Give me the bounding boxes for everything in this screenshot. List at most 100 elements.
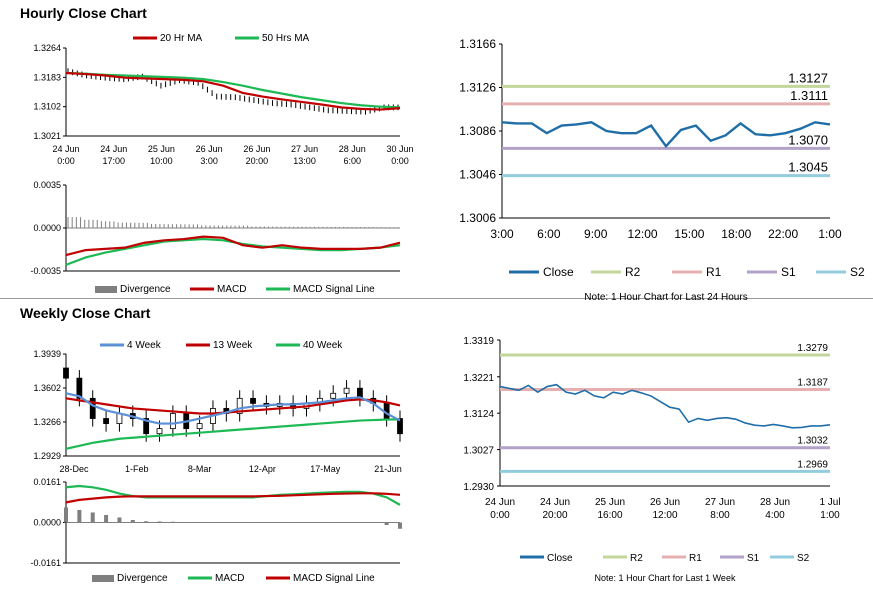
weekly-divergence-bar: [170, 521, 175, 523]
weekly-price-ytick-label: 1.2929: [33, 451, 61, 461]
weekly-levels-s1-label: 1.3032: [797, 436, 828, 447]
weekly-price-xtick-label: 8-Mar: [188, 464, 212, 474]
weekly-candle-body: [236, 397, 243, 414]
weekly-divergence-bar: [184, 521, 189, 523]
hourly-levels-s1-label: 1.3070: [788, 132, 828, 147]
weekly-levels-xtick-label: 0:00: [490, 510, 510, 521]
hourly-price-xtick-label: 28 Jun: [339, 144, 366, 154]
hourly-ma50-line: [65, 71, 401, 109]
hourly-levels-legend-close: Close: [543, 265, 574, 279]
weekly-levels-xtick-label: 12:00: [652, 510, 677, 521]
hourly-macd-ytick-label: 0.0000: [33, 223, 61, 233]
weekly-price-xtick-label: 28-Dec: [59, 464, 89, 474]
hourly-price-xtick-label: 26 Jun: [243, 144, 270, 154]
weekly-divergence-bar: [304, 521, 309, 523]
hourly-levels-xtick-label: 3:00: [490, 227, 514, 241]
weekly-candle-body: [103, 418, 109, 424]
weekly-candle-body: [196, 423, 203, 430]
weekly-divergence-bar: [77, 509, 82, 523]
weekly-price-ytick-label: 1.3939: [33, 349, 61, 359]
weekly-levels-r2-label: 1.3279: [797, 343, 828, 354]
weekly-levels-ytick-label: 1.3221: [463, 373, 494, 384]
hourly-price-xtick-label: 10:00: [150, 156, 173, 166]
weekly-price-xtick-label: 1-Feb: [125, 464, 149, 474]
weekly-macd-ytick-label: 0.0161: [33, 477, 61, 487]
weekly-legend-divergence: Divergence: [117, 573, 168, 584]
hourly-levels-ytick-label: 1.3046: [459, 168, 496, 182]
hourly-levels-ytick-label: 1.3126: [459, 81, 496, 95]
hourly-price-xtick-label: 26 Jun: [196, 144, 223, 154]
section-divider: [0, 298, 873, 299]
weekly-legend-divergence-swatch: [92, 575, 114, 582]
hourly-price-xtick-label: 3:00: [200, 156, 218, 166]
hourly-price-xtick-label: 13:00: [293, 156, 316, 166]
weekly-price-ytick-label: 1.3602: [33, 383, 61, 393]
hourly-levels-xtick-label: 18:00: [721, 227, 751, 241]
weekly-candle-body: [89, 397, 96, 419]
hourly-levels-xtick-label: 15:00: [674, 227, 704, 241]
weekly-divergence-bar: [144, 521, 149, 523]
weekly-levels-legend-r2: R2: [630, 553, 643, 564]
hourly-price-xtick-label: 20:00: [246, 156, 269, 166]
hourly-levels-xtick-label: 9:00: [584, 227, 608, 241]
hourly-price-xtick-label: 24 Jun: [100, 144, 127, 154]
hourly-price-ytick-label: 1.3021: [33, 131, 61, 141]
weekly-divergence-bar: [251, 521, 256, 523]
weekly-levels-legend-s2: S2: [797, 553, 810, 564]
weekly-candle-body: [250, 397, 256, 404]
weekly-levels-legend-r1: R1: [689, 553, 702, 564]
weekly-divergence-bar: [291, 521, 296, 523]
hourly-price-xtick-label: 6:00: [344, 156, 362, 166]
legend-divergence: Divergence: [120, 284, 171, 295]
hourly-levels-xtick-label: 12:00: [628, 227, 658, 241]
weekly-levels-xtick-label: 1 Jul: [819, 497, 840, 508]
weekly-macd-ytick-label: 0.0000: [33, 518, 61, 528]
hourly-price-ytick-label: 1.3264: [33, 43, 61, 53]
hourly-levels-ytick-label: 1.3006: [459, 211, 496, 225]
weekly-candle-body: [63, 367, 69, 379]
weekly-levels-xtick-label: 4:00: [765, 510, 785, 521]
hourly-levels-legend-s2: S2: [850, 265, 865, 279]
weekly-ma4-line: [65, 392, 401, 425]
weekly-divergence-bar: [344, 521, 349, 523]
weekly-levels-ytick-label: 1.3027: [463, 446, 494, 457]
legend-13-week: 13 Week: [213, 340, 253, 351]
legend-macd-signal: MACD Signal Line: [293, 284, 375, 295]
weekly-price-xtick-label: 21-Jun: [374, 464, 402, 474]
legend-50hrs-ma: 50 Hrs MA: [262, 33, 310, 44]
weekly-levels-xtick-label: 24 Jun: [485, 497, 515, 508]
hourly-price-xtick-label: 27 Jun: [291, 144, 318, 154]
hourly-price-xtick-label: 25 Jun: [148, 144, 175, 154]
weekly-price-xtick-label: 12-Apr: [249, 464, 276, 474]
weekly-divergence-bar: [104, 514, 109, 523]
weekly-divergence-bar: [64, 507, 68, 523]
legend-40-week: 40 Week: [303, 340, 343, 351]
hourly-macd-line: [65, 235, 401, 257]
weekly-candle-body: [397, 418, 403, 435]
weekly-divergence-bar: [371, 521, 376, 523]
weekly-candle-body: [330, 392, 337, 399]
hourly-price-ytick-label: 1.3102: [33, 102, 61, 112]
weekly-levels-close-line: [499, 383, 831, 429]
weekly-levels-ytick-label: 1.2930: [463, 482, 494, 493]
weekly-price-xtick-label: 17-May: [310, 464, 341, 474]
weekly-divergence-bar: [331, 521, 336, 523]
hourly-levels-xtick-label: 22:00: [768, 227, 798, 241]
hourly-levels-s2-label: 1.3045: [788, 160, 828, 175]
weekly-divergence-bar: [264, 521, 269, 523]
weekly-macd-ytick-label: -0.0161: [30, 558, 61, 568]
hourly-levels-legend-r1: R1: [706, 265, 722, 279]
hourly-price-xtick-label: 0:00: [57, 156, 75, 166]
weekly-levels-note: Note: 1 Hour Chart for Last 1 Week: [595, 573, 736, 583]
hourly-ma20-line: [65, 71, 401, 111]
hourly-levels-r1-label: 1.3111: [790, 88, 828, 103]
weekly-levels-ytick-label: 1.3319: [463, 336, 494, 347]
weekly-levels-xtick-label: 1:00: [820, 510, 840, 521]
weekly-levels-xtick-label: 27 Jun: [705, 497, 735, 508]
weekly-levels-ytick-label: 1.3124: [463, 409, 494, 420]
weekly-divergence-bar: [317, 521, 322, 523]
hourly-levels-xtick-label: 6:00: [537, 227, 561, 241]
weekly-candle-body: [143, 418, 150, 435]
hourly-macd-signal-line: [65, 237, 401, 266]
